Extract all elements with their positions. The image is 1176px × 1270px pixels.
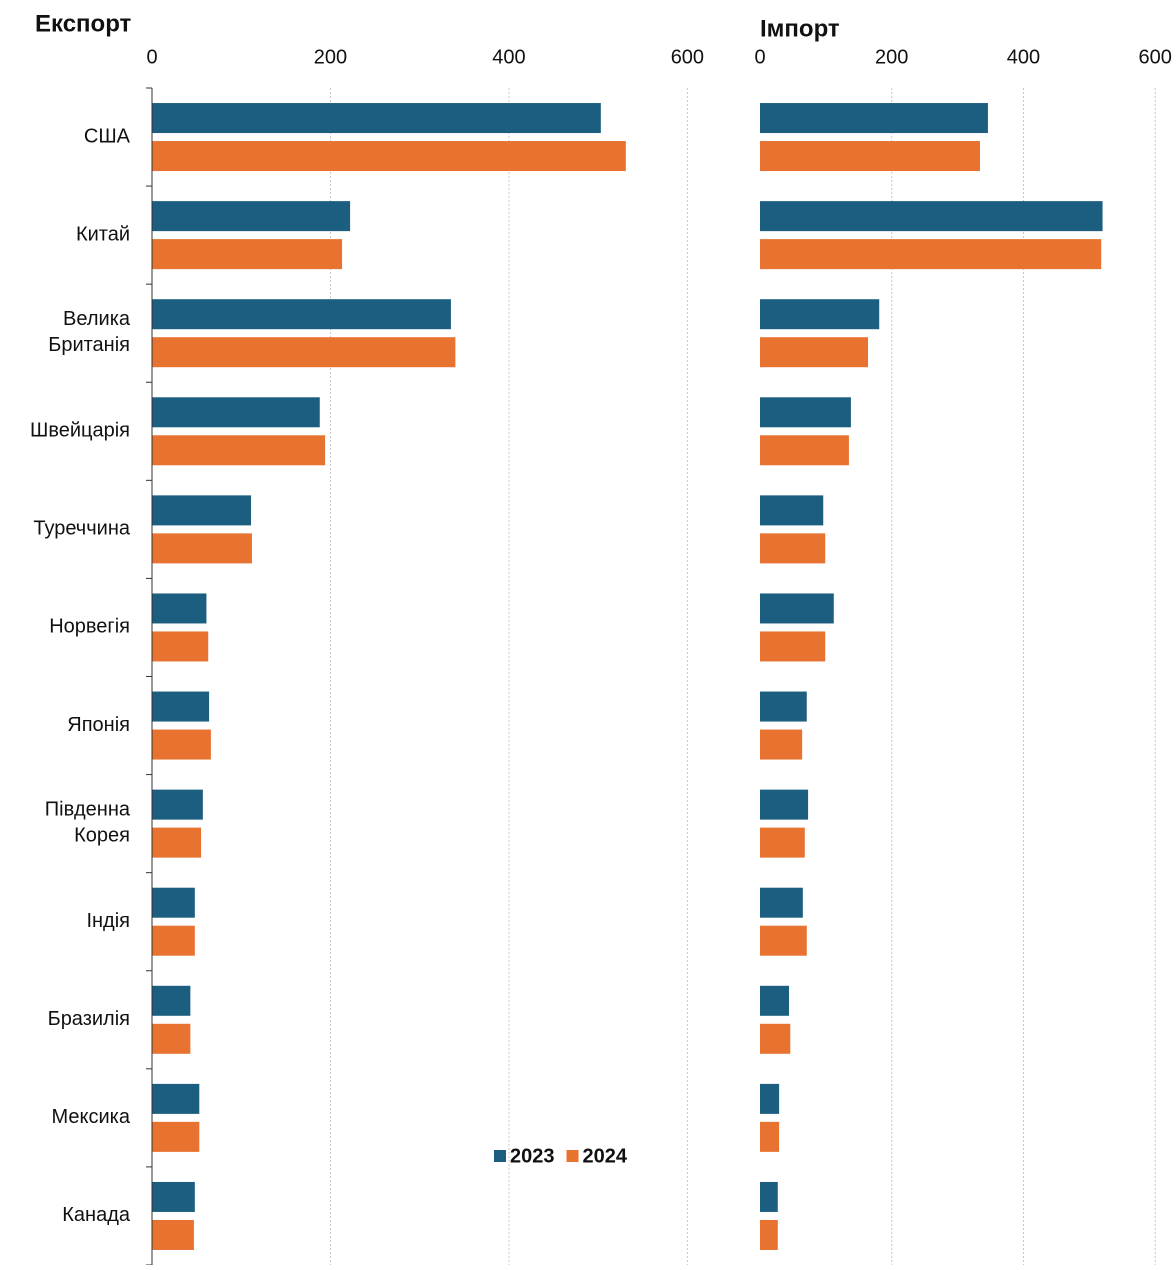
bar	[760, 239, 1102, 270]
bar	[152, 925, 195, 956]
bar	[760, 827, 805, 858]
bar	[152, 1083, 200, 1114]
y-tick-label: Південна Корея	[45, 799, 131, 847]
x-tick-label: 600	[671, 46, 704, 68]
bar	[152, 593, 207, 624]
bar	[760, 1023, 791, 1054]
y-tick-label: Швейцарія	[30, 420, 130, 442]
y-tick-label: Мексика	[52, 1106, 131, 1128]
bar	[152, 887, 195, 918]
x-tick-label: 0	[146, 46, 157, 68]
bar	[152, 141, 626, 172]
bar	[760, 141, 981, 172]
bar	[152, 985, 191, 1016]
bar	[152, 789, 203, 820]
bar	[760, 435, 849, 466]
label-line: Британія	[48, 334, 130, 356]
bar	[152, 239, 343, 270]
legend-label: 2024	[583, 1145, 628, 1167]
y-tick-label: США	[84, 125, 131, 147]
bar	[152, 337, 456, 368]
x-tick-label: 400	[492, 46, 525, 68]
bar	[760, 533, 826, 564]
y-tick-label: Канада	[62, 1204, 131, 1226]
bar	[760, 1181, 778, 1212]
bar	[760, 729, 803, 760]
y-tick-label: Велика Британія	[48, 308, 131, 356]
chart-title: Експорт	[35, 10, 132, 37]
bar	[760, 593, 834, 624]
x-tick-label: 600	[1139, 46, 1172, 68]
y-tick-label: Туреччина	[33, 518, 131, 540]
x-tick-label: 200	[314, 46, 347, 68]
bar	[152, 631, 209, 662]
bar	[152, 1023, 191, 1054]
bar	[760, 1219, 778, 1250]
bar	[760, 299, 880, 330]
bar	[760, 789, 809, 820]
bar	[760, 397, 851, 428]
bar	[760, 887, 803, 918]
bar	[152, 827, 202, 858]
bar	[760, 691, 807, 722]
bar	[760, 985, 789, 1016]
y-tick-label: Китай	[76, 223, 130, 245]
label-line: Корея	[74, 825, 130, 847]
bar	[760, 1121, 780, 1152]
bar	[152, 729, 211, 760]
bar	[760, 337, 869, 368]
x-tick-label: 200	[875, 46, 908, 68]
y-tick-label: Норвегія	[49, 616, 130, 638]
y-tick-label: Бразилія	[48, 1008, 130, 1030]
chart-title: Імпорт	[760, 15, 840, 42]
bar	[152, 1181, 195, 1212]
bar	[152, 299, 451, 330]
legend-swatch	[494, 1150, 506, 1162]
bar	[760, 631, 826, 662]
bar	[152, 435, 326, 466]
bar	[152, 397, 320, 428]
bar	[760, 1083, 780, 1114]
bar	[152, 691, 210, 722]
label-line: Велика	[63, 308, 131, 330]
label-line: Південна	[45, 799, 131, 821]
bar	[152, 103, 601, 134]
bar	[760, 495, 824, 526]
x-tick-label: 0	[754, 46, 765, 68]
bar	[152, 201, 351, 232]
y-tick-label: Індія	[86, 910, 130, 932]
legend-swatch	[566, 1150, 579, 1162]
bar	[760, 103, 988, 134]
bar	[152, 533, 252, 564]
x-tick-label: 400	[1007, 46, 1040, 68]
legend-label: 2023	[510, 1145, 555, 1167]
bar	[760, 925, 807, 956]
bar	[152, 1219, 194, 1250]
bar	[152, 1121, 200, 1152]
y-tick-label: Японія	[67, 714, 130, 736]
bar	[152, 495, 252, 526]
bar	[760, 201, 1103, 232]
